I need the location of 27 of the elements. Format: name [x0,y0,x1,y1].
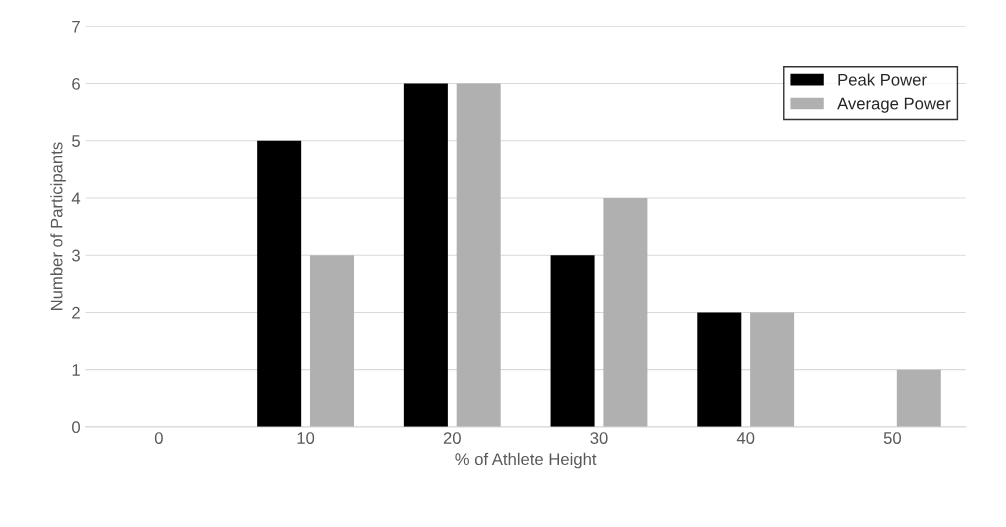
bar [403,83,448,427]
y-tick-label: 0 [72,421,80,434]
x-tick-label: 0 [154,432,163,444]
y-axis-title: Number of Participants [50,142,66,310]
bar [257,140,302,427]
x-tick-label: 10 [297,432,315,444]
legend-label: Average Power [837,97,951,113]
y-tick-label: 3 [72,249,80,262]
bar [456,83,501,427]
x-tick-label: 20 [443,432,461,444]
bar [309,255,354,427]
bar [697,312,742,427]
bar [550,255,595,427]
y-tick-label: 1 [72,364,80,376]
y-tick-label: 4 [71,192,81,205]
y-tick-label: 6 [72,77,80,90]
bar [750,312,795,427]
y-tick-label: 5 [72,135,80,147]
x-tick-label: 40 [736,432,755,444]
bar [896,369,941,427]
x-axis-title: % of Athlete Height [455,452,597,469]
x-tick-label: 50 [883,432,902,444]
bar [603,198,648,427]
y-tick-label: 2 [72,306,80,319]
y-tick-label: 7 [72,20,80,33]
x-tick-label: 30 [590,432,608,444]
legend-label: Peak Power [838,73,927,86]
